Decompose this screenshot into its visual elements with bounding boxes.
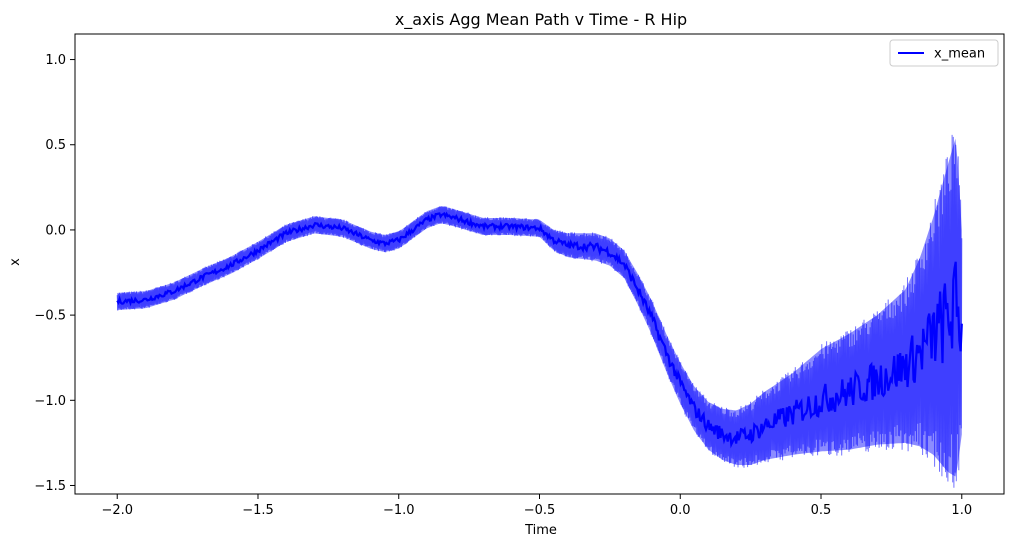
y-axis-label: x (8, 258, 23, 266)
legend-label-x-mean: x_mean (934, 47, 985, 62)
y-tick-label: −0.5 (34, 309, 66, 324)
y-tick-label: 1.0 (45, 53, 66, 68)
y-tick-label: 0.5 (45, 138, 66, 153)
x-tick-label: −1.5 (242, 503, 274, 518)
plot-area (116, 134, 963, 488)
x-mean-line (116, 211, 963, 449)
x-tick-label: 1.0 (951, 503, 972, 518)
x-tick-label: −1.0 (383, 503, 415, 518)
x-tick-label: −2.0 (101, 503, 133, 518)
axes: −2.0 −1.5 −1.0 −0.5 0.0 0.5 1.0 −1.5 −1.0 −0.5 0.0… (34, 33, 1005, 518)
legend-box (889, 39, 999, 67)
x-tick-label: 0.0 (670, 503, 691, 518)
y-tick-label: −1.5 (34, 479, 66, 494)
x-mean-spread-line (116, 134, 963, 488)
y-tick-label: 0.0 (45, 223, 66, 238)
x-tick-label: −0.5 (524, 503, 556, 518)
y-tick-label: −1.0 (34, 394, 66, 409)
legend: x_mean (889, 39, 999, 67)
x-tick-label: 0.5 (811, 503, 832, 518)
x-axis-label: Time (524, 523, 557, 538)
chart-title: x_axis Agg Mean Path v Time - R Hip (395, 10, 687, 30)
